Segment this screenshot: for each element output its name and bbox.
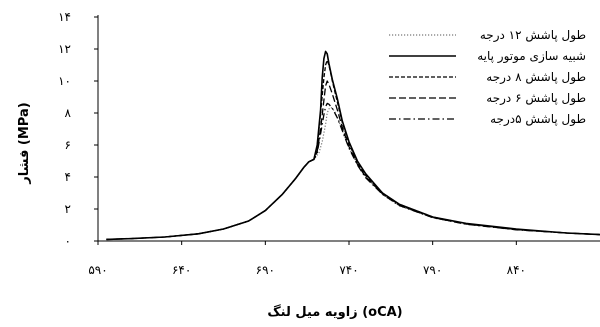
legend-label: طول پاشش ۱۲ درجه [480, 28, 586, 43]
series-line-1 [106, 106, 600, 240]
x-tick-label: ۷۹۰ [423, 263, 442, 277]
y-tick-label: ۶ [65, 138, 71, 152]
y-tick-label: ۱۲ [58, 42, 71, 56]
legend-label: طول پاشش ۵درجه [490, 112, 586, 127]
x-tick-label: ۵۹۰ [88, 263, 107, 277]
y-tick-label: ۴ [65, 170, 71, 184]
y-tick-label: ۱۴ [58, 10, 71, 24]
series-line-5 [106, 102, 600, 241]
x-ticks: ۵۹۰ ۶۴۰ ۶۹۰ ۷۴۰ ۷۹۰ ۸۴۰ [88, 241, 526, 277]
x-tick-label: ۶۴۰ [172, 263, 191, 277]
legend-label: طول پاشش ۶ درجه [486, 91, 586, 106]
y-ticks: ۰ ۲ ۴ ۶ ۸ ۱۰ ۱۲ ۱۴ [58, 10, 98, 248]
y-axis-title: فشار (MPa) [17, 102, 32, 184]
plot-lines [106, 50, 600, 241]
legend: طول پاشش ۱۲ درجه شبیه سازی موتور پایه طول … [389, 28, 586, 127]
y-tick-label: ۰ [65, 234, 71, 248]
legend-label: شبیه سازی موتور پایه [477, 49, 586, 64]
y-tick-label: ۲ [65, 202, 71, 216]
x-tick-label: ۷۴۰ [339, 263, 358, 277]
x-tick-label: ۶۹۰ [256, 263, 275, 277]
legend-label: طول پاشش ۸ درجه [486, 70, 586, 85]
x-tick-label: ۸۴۰ [507, 263, 526, 277]
y-tick-label: ۱۰ [58, 74, 71, 88]
x-axis-title: زاویه میل لنگ (oCA) [267, 304, 402, 320]
y-tick-label: ۸ [65, 106, 72, 120]
